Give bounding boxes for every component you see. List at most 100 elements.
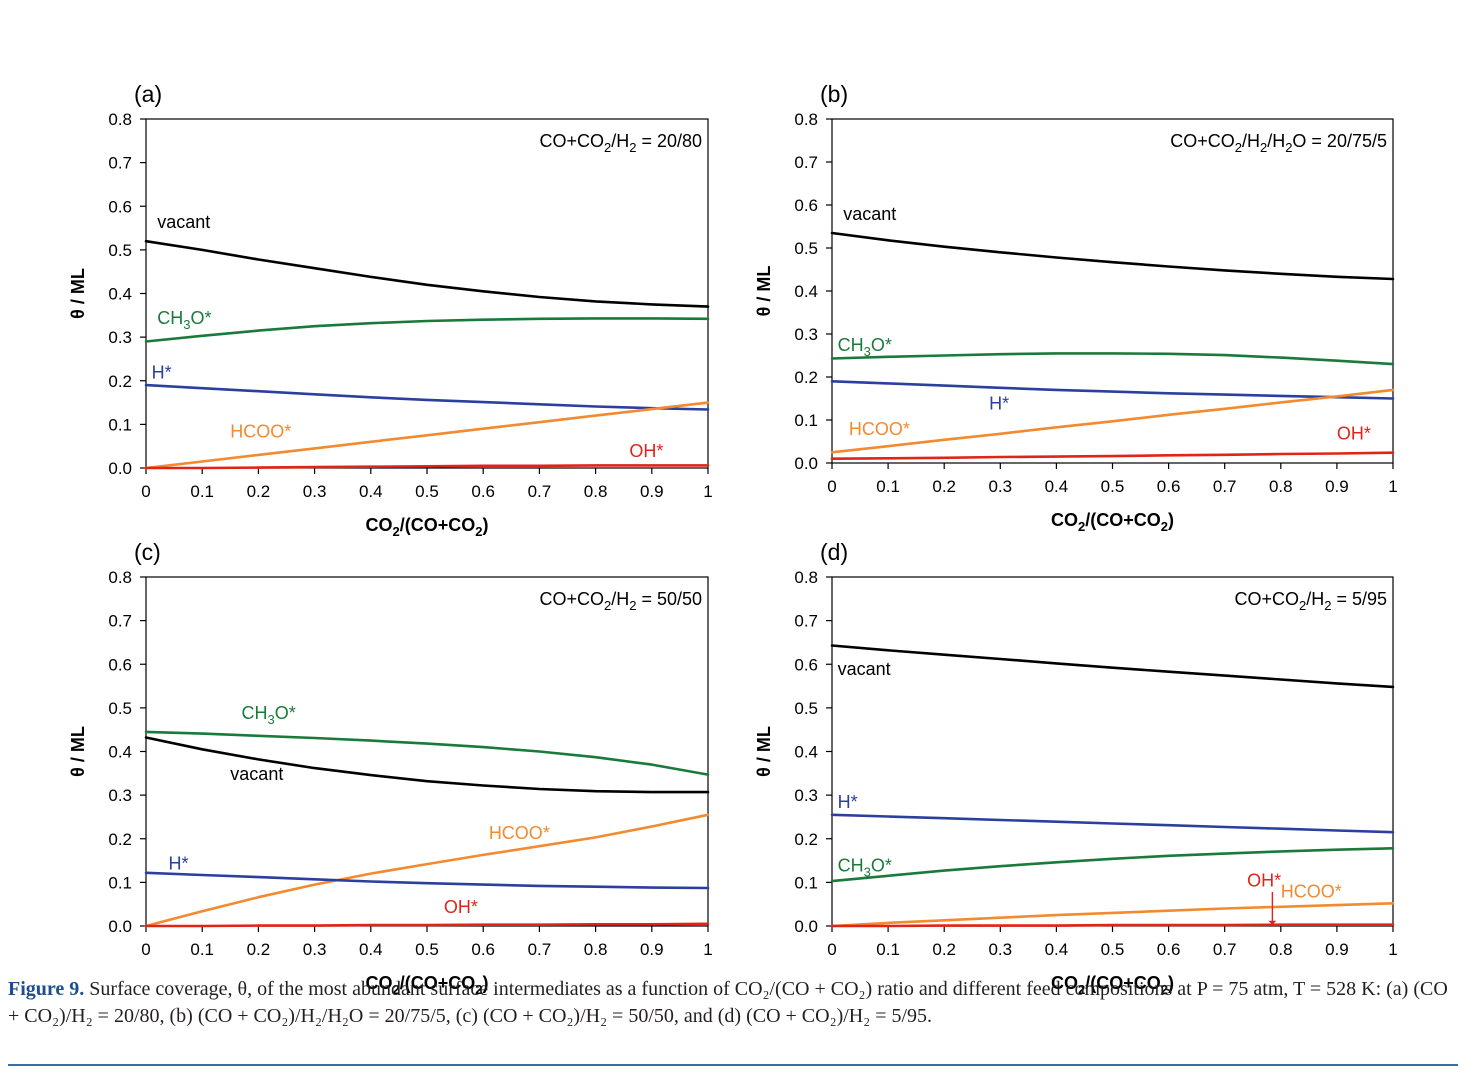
x-tick-label: 0.8 — [584, 940, 608, 959]
series-line-ch3o — [830, 352, 1395, 366]
y-tick-label: 0.0 — [794, 917, 818, 936]
feed-composition-annotation: CO+CO2/H2 = 20/80 — [539, 131, 702, 155]
x-tick-label: 0.4 — [359, 482, 383, 501]
series-line-hcoo — [144, 401, 710, 470]
x-tick-label: 0.2 — [932, 477, 956, 496]
caption-text: Surface coverage, θ, of the most abundan… — [8, 978, 1448, 1027]
series-label-hcoo: HCOO* — [1281, 882, 1342, 902]
series-line-ch3o — [830, 846, 1395, 883]
y-tick-label: 0.0 — [108, 917, 132, 936]
series-label-ch3o: CH3O* — [838, 855, 892, 879]
y-tick-label: 0.2 — [108, 830, 132, 849]
series-label-ch3o: CH3O* — [157, 308, 211, 332]
x-tick-label: 0 — [141, 940, 150, 959]
x-tick-label: 0.5 — [1101, 477, 1125, 496]
x-axis-label: CO2/(CO+CO2) — [1051, 973, 1174, 997]
series-line-vacant — [830, 644, 1395, 689]
x-tick-label: 0.1 — [190, 482, 214, 501]
y-tick-label: 0.7 — [794, 612, 818, 631]
series-label-h: H* — [152, 363, 172, 383]
panel-label: (a) — [134, 81, 162, 107]
y-tick-label: 0.8 — [108, 110, 132, 129]
y-tick-label: 0.1 — [108, 415, 132, 434]
x-tick-label: 1 — [1388, 477, 1397, 496]
x-axis-label: CO2/(CO+CO2) — [366, 515, 489, 539]
chart-panel-b: 0.0 0.1 0.2 0.3 0.4 0.5 0.6 0.7 0.8 0 0.1 0.2 0.3 0.4… — [754, 81, 1398, 534]
series-label-h: H* — [168, 853, 188, 873]
series-line-ch3o — [144, 317, 710, 343]
plot-frame — [145, 118, 709, 469]
x-tick-label: 0.1 — [190, 940, 214, 959]
y-tick-label: 0.3 — [794, 325, 818, 344]
y-tick-label: 0.1 — [794, 411, 818, 430]
x-tick-label: 0.3 — [988, 477, 1012, 496]
chart-panel-c: 0.0 0.1 0.2 0.3 0.4 0.5 0.6 0.7 0.8 0 0.1 0.2 0.3 0.4… — [68, 539, 713, 997]
x-tick-label: 0.4 — [1045, 477, 1069, 496]
series-line-vacant — [144, 239, 710, 308]
series-line-oh — [144, 922, 710, 928]
x-tick-label: 1 — [703, 482, 712, 501]
y-tick-label: 0.0 — [794, 454, 818, 473]
x-tick-label: 0.2 — [932, 940, 956, 959]
panel-label: (b) — [820, 81, 848, 107]
y-tick-label: 0.1 — [794, 873, 818, 892]
series-label-ch3o: CH3O* — [838, 335, 892, 359]
feed-composition-annotation: CO+CO2/H2 = 5/95 — [1234, 589, 1387, 613]
y-tick-label: 0.3 — [108, 328, 132, 347]
series-label-hcoo: HCOO* — [230, 421, 291, 441]
series-line-ch3o — [144, 730, 710, 776]
x-tick-label: 0.8 — [1269, 477, 1293, 496]
x-tick-label: 0.3 — [303, 482, 327, 501]
y-tick-label: 0.4 — [794, 743, 818, 762]
y-tick-label: 0.8 — [108, 568, 132, 587]
x-tick-label: 0.9 — [640, 940, 664, 959]
x-tick-label: 0 — [827, 477, 836, 496]
chart-panel-d: 0.0 0.1 0.2 0.3 0.4 0.5 0.6 0.7 0.8 0 0.1 0.2 0.3 0.4… — [754, 539, 1398, 997]
y-tick-label: 0.4 — [794, 282, 818, 301]
series-line-h — [144, 871, 710, 890]
y-tick-label: 0.5 — [108, 241, 132, 260]
series-line-h — [830, 379, 1395, 400]
y-tick-label: 0.7 — [108, 154, 132, 173]
series-line-oh — [830, 923, 1395, 928]
x-axis-label: CO2/(CO+CO2) — [366, 973, 489, 997]
series-label-ch3o: CH3O* — [242, 703, 296, 727]
x-tick-label: 0.7 — [528, 940, 552, 959]
y-tick-label: 0.6 — [794, 196, 818, 215]
y-tick-label: 0.8 — [794, 568, 818, 587]
y-tick-label: 0.3 — [108, 786, 132, 805]
series-line-h — [830, 813, 1395, 834]
series-line-hcoo — [830, 388, 1395, 454]
x-tick-label: 0.6 — [1157, 940, 1181, 959]
x-tick-label: 0 — [141, 482, 150, 501]
x-tick-label: 0.8 — [1269, 940, 1293, 959]
y-tick-label: 0.4 — [108, 743, 132, 762]
series-label-oh: OH* — [629, 441, 663, 461]
x-tick-label: 0.6 — [471, 940, 495, 959]
figure-caption: Figure 9. Surface coverage, θ, of the mo… — [8, 976, 1458, 1030]
y-tick-label: 0.6 — [108, 197, 132, 216]
y-tick-label: 0.5 — [794, 239, 818, 258]
x-tick-label: 0.9 — [1325, 477, 1349, 496]
x-tick-label: 0.5 — [415, 940, 439, 959]
series-label-hcoo: HCOO* — [489, 823, 550, 843]
series-line-hcoo — [830, 901, 1395, 928]
x-tick-label: 0.2 — [247, 940, 271, 959]
y-axis-label: θ / ML — [754, 726, 774, 777]
series-label-vacant: vacant — [838, 659, 891, 679]
x-tick-label: 0.7 — [528, 482, 552, 501]
x-tick-label: 0.4 — [1045, 940, 1069, 959]
series-line-h — [144, 383, 710, 411]
y-tick-label: 0.2 — [794, 830, 818, 849]
series-label-vacant: vacant — [843, 204, 896, 224]
panel-label: (c) — [134, 539, 161, 565]
series-label-vacant: vacant — [230, 764, 283, 784]
y-tick-label: 0.6 — [108, 655, 132, 674]
x-tick-label: 0.1 — [876, 477, 900, 496]
x-tick-label: 0.7 — [1213, 940, 1237, 959]
y-tick-label: 0.5 — [794, 699, 818, 718]
series-label-vacant: vacant — [157, 212, 210, 232]
y-tick-label: 0.8 — [794, 110, 818, 129]
y-axis-label: θ / ML — [68, 268, 88, 319]
